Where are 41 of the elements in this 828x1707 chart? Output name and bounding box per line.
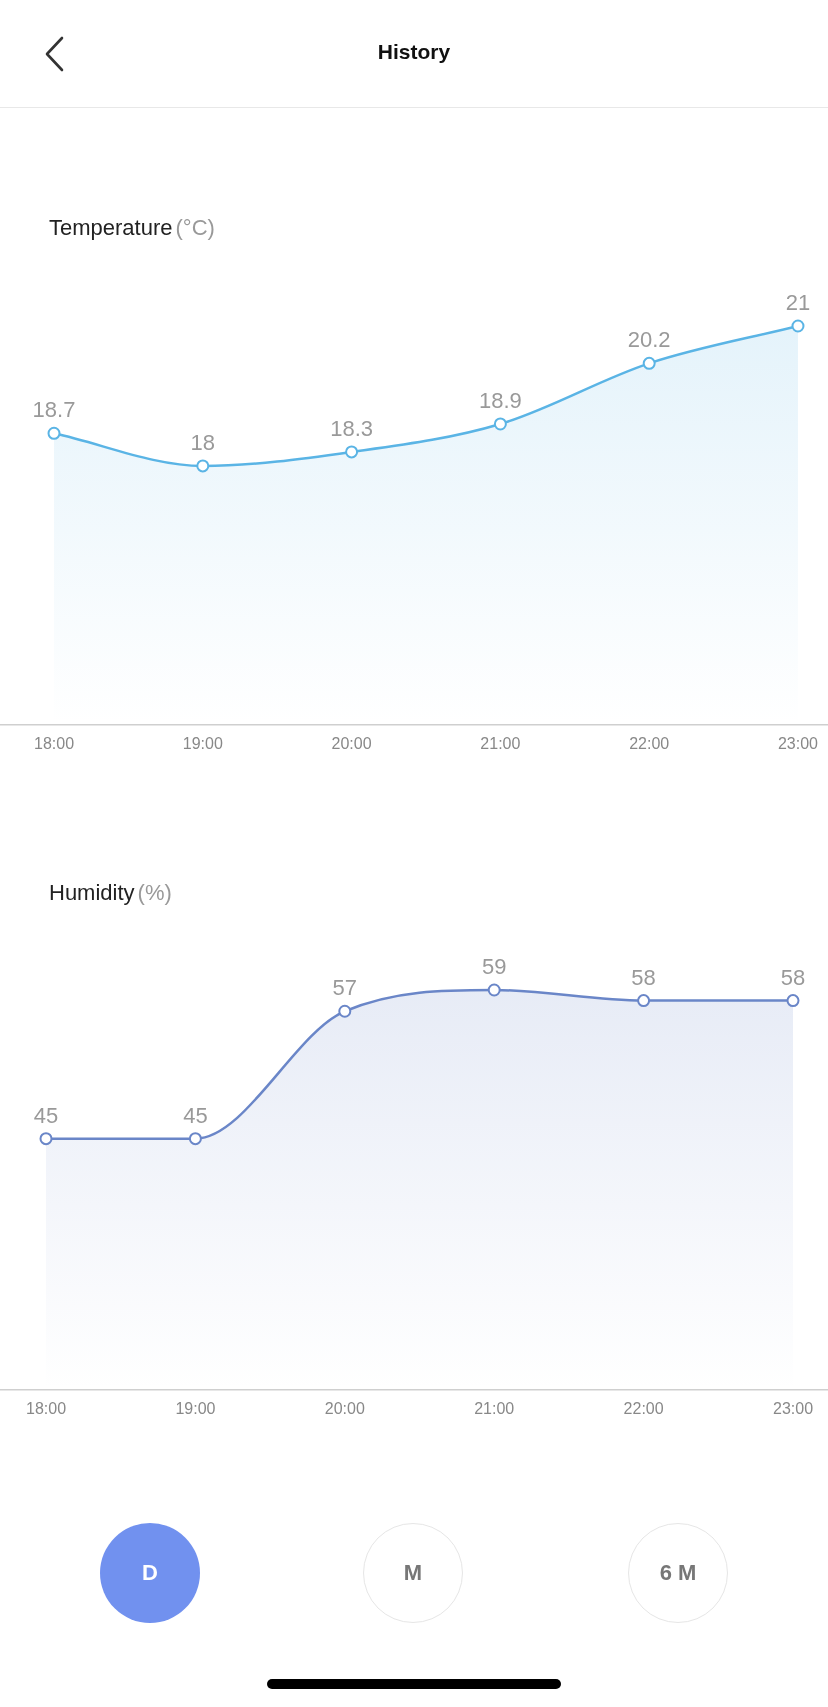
data-label: 58 <box>780 964 806 990</box>
point <box>786 994 800 1008</box>
data-label: 59 <box>481 954 507 979</box>
data-label: 18 <box>190 429 216 455</box>
x-tick-label: 21:00 <box>474 1399 515 1417</box>
point <box>338 1004 352 1018</box>
point <box>47 426 61 440</box>
data-label: 20.2 <box>627 327 671 353</box>
x-tick-label: 22:00 <box>623 1399 664 1417</box>
point <box>642 356 656 370</box>
x-tick-label: 19:00 <box>175 1399 216 1417</box>
x-tick-label: 21:00 <box>480 734 521 752</box>
point <box>493 417 507 431</box>
x-tick-label: 20:00 <box>324 1399 365 1417</box>
data-label: 21 <box>785 290 811 315</box>
y-axis-title: (°C) <box>175 215 215 240</box>
point <box>196 459 210 473</box>
data-label: 18.9 <box>478 387 522 413</box>
data-label: 45 <box>183 1102 208 1128</box>
chart-title: Temperature <box>49 215 173 240</box>
x-tick-label: 23:00 <box>777 734 819 752</box>
x-tick-label: 23:00 <box>772 1399 814 1417</box>
x-tick-label: 19:00 <box>182 734 223 752</box>
text: History <box>376 40 452 64</box>
point <box>39 1132 53 1146</box>
data-label: 57 <box>332 975 358 1001</box>
x-tick-label: 18:00 <box>33 734 75 752</box>
chart-title: Humidity <box>49 880 135 905</box>
x-tick-label: 18:00 <box>25 1399 67 1417</box>
y-axis-title: (%) <box>137 880 172 905</box>
point <box>345 445 359 459</box>
point <box>487 983 501 997</box>
point <box>637 994 651 1008</box>
data-label: 18.3 <box>330 415 374 441</box>
point <box>791 319 805 333</box>
data-label: 45 <box>33 1102 59 1128</box>
data-label: 18.7 <box>32 397 76 423</box>
point <box>188 1132 202 1146</box>
x-tick-label: 22:00 <box>629 734 670 752</box>
x-tick-label: 20:00 <box>331 734 372 752</box>
data-label: 58 <box>631 964 656 990</box>
